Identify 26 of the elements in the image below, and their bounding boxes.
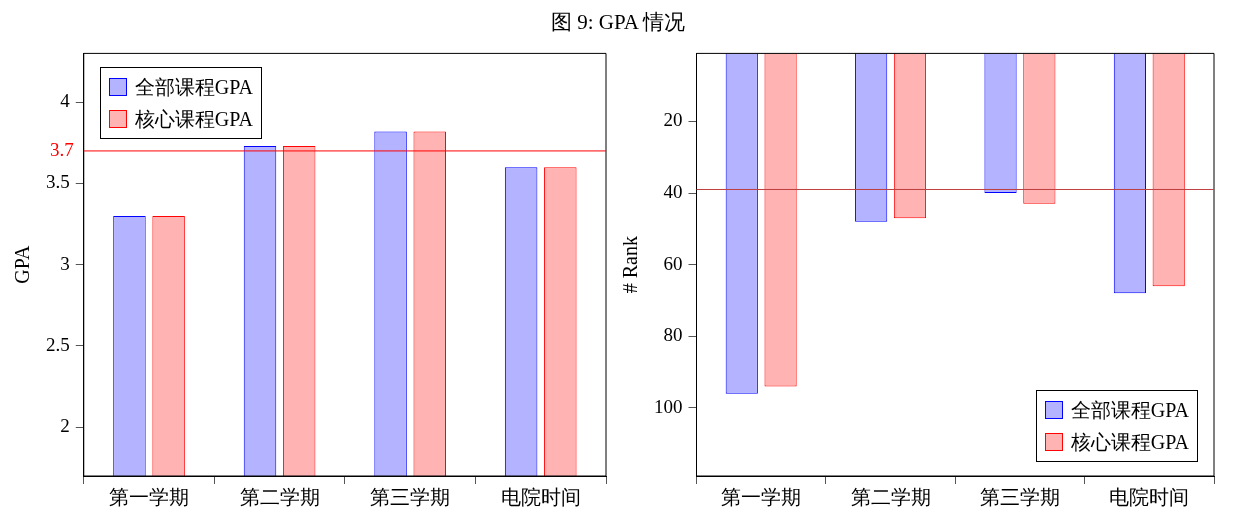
y-tick-label: 3 [60,252,70,274]
x-tick-label: 第三学期 [370,486,451,509]
legend-label: 全部课程GPA [1070,397,1189,423]
y-tick-label: 4 [60,90,71,112]
x-tick-label: 电院时间 [500,486,581,509]
x-tick-label: 第一学期 [109,486,190,509]
ref-line-label: 3.7 [50,138,74,160]
x-tick-label: 第三学期 [979,486,1060,509]
y-tick-label: 80 [663,324,683,346]
x-tick-label: 第二学期 [239,486,320,509]
y-tick-label: 3.5 [46,171,70,193]
x-tick-label: 第二学期 [850,486,931,509]
legend-label: 全部课程GPA [134,74,253,100]
y-tick-label: 60 [663,252,683,274]
x-tick-label: 第一学期 [721,486,802,509]
x-tick-label: 电院时间 [1109,486,1190,509]
y-axis-title: # Rank [619,236,642,294]
y-axis-title: GPA [11,245,34,284]
y-tick-label: 20 [663,109,683,131]
y-tick-label: 2 [60,415,70,437]
legend-label: 核心课程GPA [134,106,253,132]
y-tick-label: 2.5 [46,333,70,355]
y-tick-label: 100 [654,395,683,417]
y-tick-label: 40 [663,181,683,203]
legend-label: 核心课程GPA [1070,429,1189,455]
chart-title: 图 9: GPA 情况 [550,9,686,36]
